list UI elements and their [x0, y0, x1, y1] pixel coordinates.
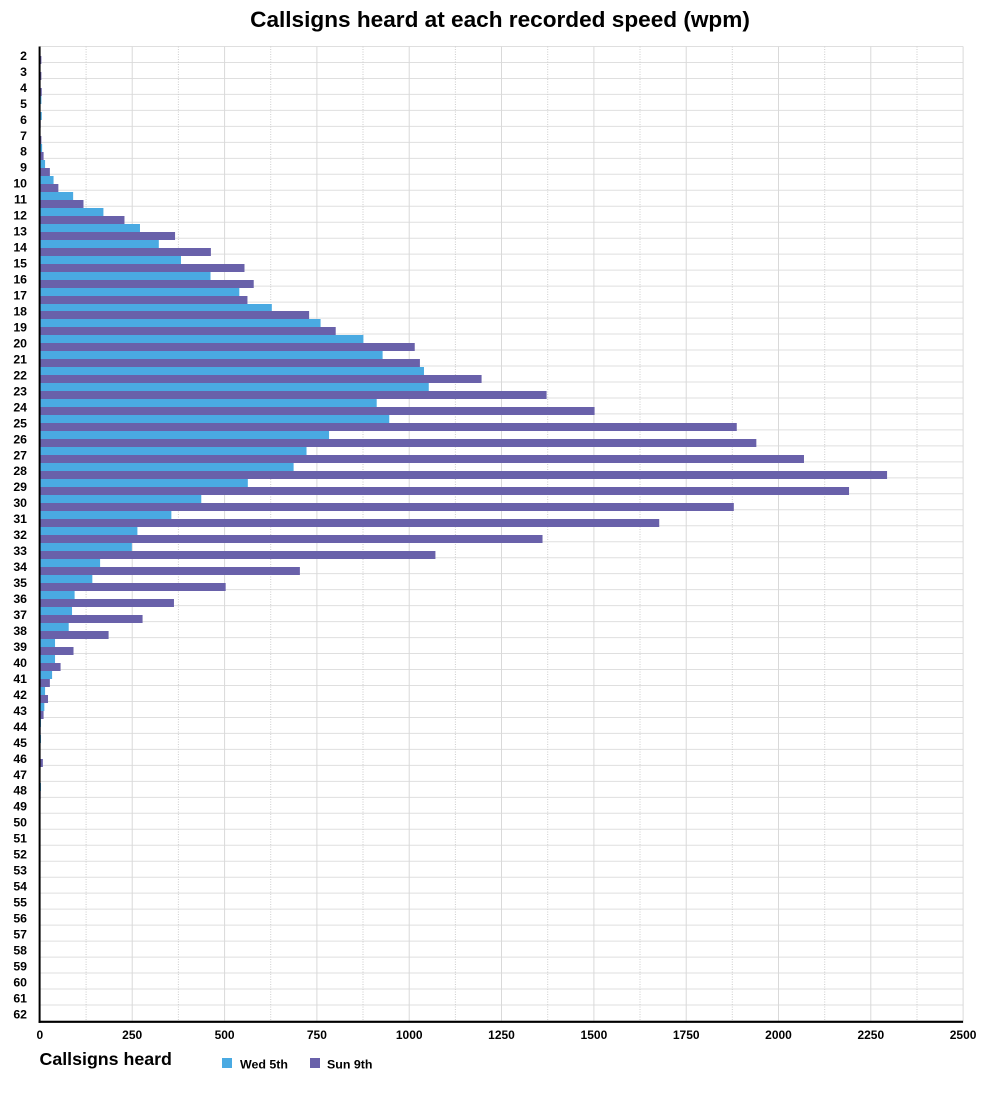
svg-text:2: 2 [20, 49, 27, 63]
svg-text:46: 46 [13, 752, 27, 766]
svg-text:Wed 5th: Wed 5th [240, 1057, 288, 1071]
svg-text:45: 45 [13, 736, 27, 750]
svg-text:55: 55 [13, 896, 27, 910]
svg-text:2500: 2500 [950, 1028, 977, 1042]
svg-text:49: 49 [13, 800, 27, 814]
svg-text:12: 12 [13, 209, 27, 223]
svg-text:24: 24 [13, 400, 27, 414]
svg-text:2250: 2250 [857, 1028, 884, 1042]
svg-text:58: 58 [13, 944, 27, 958]
svg-text:40: 40 [13, 656, 27, 670]
svg-text:35: 35 [13, 576, 27, 590]
svg-text:4: 4 [20, 81, 27, 95]
svg-text:750: 750 [307, 1028, 327, 1042]
svg-text:38: 38 [13, 624, 27, 638]
svg-text:1500: 1500 [581, 1028, 608, 1042]
svg-text:60: 60 [13, 975, 27, 989]
svg-text:56: 56 [13, 912, 27, 926]
svg-text:1750: 1750 [673, 1028, 700, 1042]
svg-text:22: 22 [13, 368, 27, 382]
svg-text:1250: 1250 [488, 1028, 515, 1042]
svg-text:51: 51 [13, 832, 27, 846]
svg-text:7: 7 [20, 129, 27, 143]
svg-text:31: 31 [13, 512, 27, 526]
svg-text:21: 21 [13, 352, 27, 366]
svg-text:39: 39 [13, 640, 27, 654]
svg-text:57: 57 [13, 928, 27, 942]
svg-text:34: 34 [13, 560, 27, 574]
svg-text:43: 43 [13, 704, 27, 718]
svg-text:15: 15 [13, 257, 27, 271]
svg-text:Sun 9th: Sun 9th [327, 1057, 372, 1071]
svg-text:33: 33 [13, 544, 27, 558]
svg-text:20: 20 [13, 336, 27, 350]
svg-text:47: 47 [13, 768, 27, 782]
svg-text:61: 61 [13, 991, 27, 1005]
svg-text:Callsigns heard at each record: Callsigns heard at each recorded speed (… [250, 7, 750, 32]
svg-text:2000: 2000 [765, 1028, 792, 1042]
svg-text:28: 28 [13, 464, 27, 478]
svg-text:27: 27 [13, 448, 27, 462]
svg-text:23: 23 [13, 384, 27, 398]
svg-text:53: 53 [13, 864, 27, 878]
svg-text:1000: 1000 [396, 1028, 423, 1042]
svg-text:6: 6 [20, 113, 27, 127]
svg-text:17: 17 [13, 289, 27, 303]
svg-text:18: 18 [13, 305, 27, 319]
svg-text:44: 44 [13, 720, 27, 734]
svg-text:48: 48 [13, 784, 27, 798]
svg-text:52: 52 [13, 848, 27, 862]
svg-text:14: 14 [13, 241, 27, 255]
svg-text:30: 30 [13, 496, 27, 510]
svg-text:Callsigns heard: Callsigns heard [40, 1049, 172, 1069]
svg-text:36: 36 [13, 592, 27, 606]
svg-text:16: 16 [13, 273, 27, 287]
svg-text:41: 41 [13, 672, 27, 686]
svg-text:0: 0 [37, 1028, 44, 1042]
svg-text:42: 42 [13, 688, 27, 702]
svg-text:9: 9 [20, 161, 27, 175]
svg-text:32: 32 [13, 528, 27, 542]
svg-text:250: 250 [122, 1028, 142, 1042]
svg-text:10: 10 [13, 177, 27, 191]
svg-text:25: 25 [13, 416, 27, 430]
svg-text:5: 5 [20, 97, 27, 111]
svg-text:500: 500 [215, 1028, 235, 1042]
svg-text:62: 62 [13, 1007, 27, 1021]
svg-text:26: 26 [13, 432, 27, 446]
svg-text:3: 3 [20, 65, 27, 79]
svg-text:13: 13 [13, 225, 27, 239]
svg-text:19: 19 [13, 321, 27, 335]
svg-text:8: 8 [20, 145, 27, 159]
svg-text:37: 37 [13, 608, 27, 622]
svg-text:29: 29 [13, 480, 27, 494]
svg-text:11: 11 [14, 193, 27, 207]
svg-text:59: 59 [13, 960, 27, 974]
svg-text:50: 50 [13, 816, 27, 830]
svg-text:54: 54 [13, 880, 27, 894]
